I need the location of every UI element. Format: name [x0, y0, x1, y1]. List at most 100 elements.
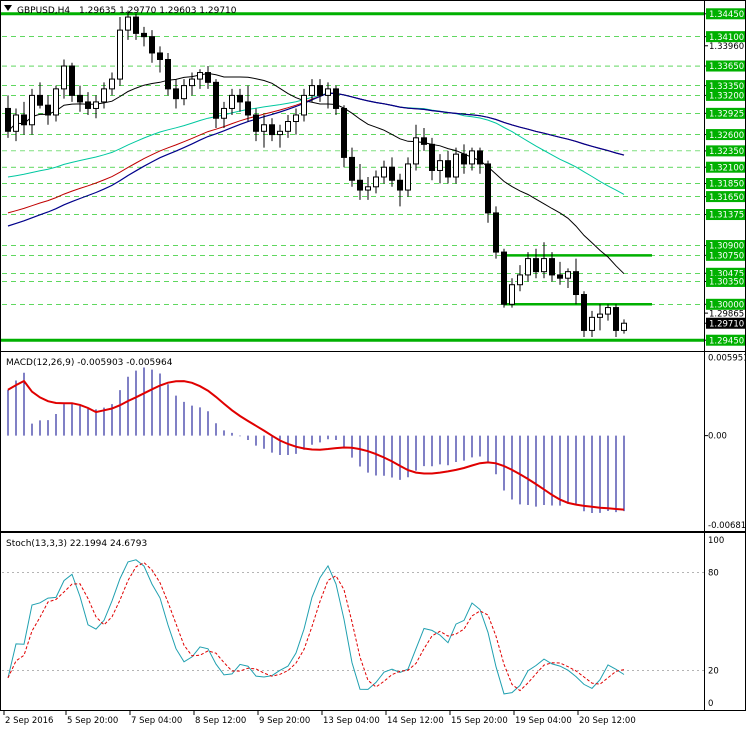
candle-bear	[85, 101, 91, 109]
price-label: 1.32350	[709, 147, 744, 157]
price-label-box	[706, 317, 745, 329]
time-label: 15 Sep 20:00	[451, 716, 508, 726]
price-label-box	[706, 240, 745, 252]
candle-bear	[493, 212, 499, 253]
candle-bear	[77, 94, 83, 103]
price-label: 1.32600	[709, 131, 744, 141]
candle-bull	[261, 124, 267, 132]
candle-bear	[573, 271, 579, 296]
price-label-box	[706, 178, 745, 190]
candle-bear	[429, 143, 435, 171]
candle-bull	[229, 94, 235, 109]
stoch-axis-label: 80	[708, 569, 719, 579]
candle-bull	[509, 284, 515, 305]
macd-panel[interactable]	[0, 351, 746, 532]
candle-bear	[613, 307, 619, 331]
price-label-box	[706, 161, 745, 173]
candle-bull	[517, 274, 523, 286]
candle-bull	[413, 137, 419, 165]
candle-bear	[45, 104, 51, 116]
candle-bull	[53, 88, 59, 116]
symbol-header: GBPUSD,H4 1.29635 1.29770 1.29603 1.2971…	[17, 6, 237, 16]
price-label-box	[706, 80, 745, 92]
price-label-box	[706, 145, 745, 157]
price-label: 1.34100	[709, 33, 744, 43]
stoch-axis-label: 0	[708, 699, 713, 709]
macd-indicator: 0.005951 0.00 -0.006815	[7, 354, 746, 531]
candle-bull	[101, 88, 107, 103]
candle-bull	[325, 88, 331, 96]
time-label: 13 Sep 04:00	[323, 716, 380, 726]
candle-bear	[5, 107, 11, 132]
candle-bear	[149, 36, 155, 54]
candle-bull	[309, 85, 315, 96]
candle-bull	[197, 72, 203, 80]
candle-bull	[293, 114, 299, 123]
price-label: 1.29710	[709, 319, 744, 329]
price-label-box	[706, 275, 745, 287]
price-label-box	[706, 191, 745, 203]
price-label-box	[706, 31, 745, 43]
candle-bull	[189, 78, 195, 87]
time-label: 8 Sep 12:00	[195, 716, 246, 726]
candle-bear	[165, 58, 171, 90]
price-label: 1.31650	[709, 193, 744, 203]
stoch-panel[interactable]	[0, 532, 746, 711]
candle-bear	[205, 72, 211, 83]
candle-bear	[253, 114, 259, 132]
ohlc-values: 1.29635 1.29770 1.29603 1.29710	[79, 6, 237, 16]
time-label: 19 Sep 04:00	[515, 716, 572, 726]
candle-bull	[373, 176, 379, 188]
price-label-box	[706, 267, 745, 279]
horizontal-levels[interactable]	[1, 12, 704, 342]
price-label: 1.30750	[709, 252, 744, 262]
candle-bull	[285, 121, 291, 132]
candle-bear	[477, 150, 483, 165]
price-label: 1.30350	[709, 278, 744, 288]
price-label: 1.31375	[709, 211, 744, 221]
candle-bull	[437, 160, 443, 171]
symbol-label: GBPUSD,H4	[17, 6, 70, 16]
price-label-box	[706, 107, 745, 119]
time-label: 7 Sep 04:00	[131, 716, 182, 726]
candle-bull	[565, 271, 571, 279]
candle-bear	[445, 160, 451, 178]
candle-bull	[525, 258, 531, 276]
time-label: 9 Sep 20:00	[259, 716, 310, 726]
candle-bear	[245, 101, 251, 116]
price-label: 1.32100	[709, 163, 744, 173]
price-label: 1.30900	[709, 242, 744, 252]
price-label-box	[706, 298, 745, 310]
price-label-box	[706, 249, 745, 261]
candle-bear	[485, 163, 491, 214]
candle-bear	[157, 52, 163, 60]
price-label-box	[706, 334, 745, 346]
candle-bear	[533, 258, 539, 273]
candlesticks	[5, 10, 627, 337]
candle-bull	[125, 16, 131, 31]
candle-bear	[37, 94, 43, 106]
candle-bear	[357, 179, 363, 191]
stoch-axis-label: 100	[708, 536, 724, 546]
candle-bear	[317, 85, 323, 96]
candle-bull	[117, 29, 123, 80]
time-label: 5 Sep 20:00	[67, 716, 118, 726]
candle-bear	[549, 258, 555, 276]
stoch-label: Stoch(13,3,3) 22.1994 24.6793	[6, 539, 147, 549]
candle-bull	[221, 107, 227, 119]
time-label: 14 Sep 12:00	[387, 716, 444, 726]
price-label: 1.34450	[709, 10, 744, 20]
candle-bull	[405, 163, 411, 191]
stochastic-indicator: 100 80 20 0	[2, 536, 724, 709]
candle-bear	[141, 32, 147, 38]
stoch-axis-label: 20	[708, 666, 719, 676]
candle-bull	[621, 322, 627, 331]
moving-averages	[7, 72, 625, 275]
candle-bear	[269, 124, 275, 136]
candle-bear	[397, 179, 403, 191]
chart-menu-triangle-icon[interactable]	[4, 5, 12, 11]
main-price-panel[interactable]	[0, 0, 746, 352]
candle-bear	[581, 294, 587, 331]
